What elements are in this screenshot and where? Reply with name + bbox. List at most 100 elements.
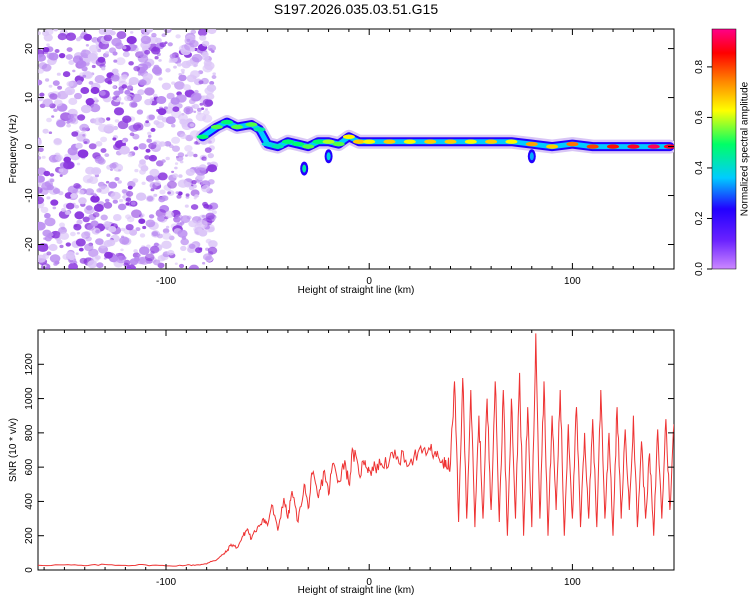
signal-point	[464, 139, 477, 144]
noise-speckle	[151, 46, 161, 55]
noise-speckle	[38, 186, 43, 194]
noise-speckle	[84, 206, 95, 215]
signal-point	[322, 139, 335, 144]
signal-point	[424, 139, 437, 144]
noise-speckle	[162, 228, 170, 234]
noise-speckle	[62, 71, 71, 78]
noise-speckle	[201, 184, 211, 193]
noise-speckle	[38, 196, 45, 205]
noise-speckle	[142, 73, 153, 81]
noise-speckle	[161, 232, 172, 240]
noise-speckle	[184, 145, 193, 152]
noise-speckle	[94, 75, 106, 84]
noise-speckle	[78, 131, 87, 139]
noise-speckle	[143, 32, 148, 36]
noise-speckle	[109, 163, 117, 169]
noise-speckle	[43, 170, 51, 177]
noise-speckle	[146, 138, 152, 143]
noise-speckle	[128, 61, 134, 66]
noise-speckle	[88, 143, 97, 150]
noise-speckle	[148, 214, 155, 219]
noise-speckle	[195, 112, 207, 122]
noise-speckle	[98, 29, 107, 35]
noise-speckle	[139, 233, 146, 238]
noise-speckle	[116, 255, 126, 264]
noise-speckle	[186, 38, 191, 43]
colorbar-tick-label: 0.4	[694, 161, 705, 175]
noise-speckle	[93, 117, 104, 126]
noise-speckle	[181, 71, 185, 74]
noise-speckle	[51, 230, 61, 239]
noise-speckle	[205, 108, 208, 111]
noise-speckle	[68, 97, 78, 105]
noise-speckle	[185, 193, 190, 197]
noise-speckle	[74, 92, 82, 100]
noise-speckle	[82, 74, 87, 78]
noise-speckle	[176, 62, 182, 67]
y-tick-label: 800	[24, 424, 35, 441]
noise-speckle	[68, 60, 75, 65]
signal-point	[363, 139, 376, 144]
noise-speckle	[153, 120, 160, 126]
noise-speckle	[164, 141, 172, 147]
snr-x-label: Height of straight line (km)	[298, 585, 415, 596]
noise-speckle	[110, 74, 120, 82]
noise-speckle	[118, 145, 130, 155]
noise-speckle	[191, 105, 196, 109]
noise-speckle	[127, 216, 135, 223]
noise-speckle	[175, 94, 187, 103]
noise-speckle	[147, 134, 152, 138]
noise-speckle	[74, 211, 85, 220]
noise-speckle	[46, 251, 52, 256]
noise-speckle	[202, 261, 206, 265]
noise-speckle	[156, 96, 167, 104]
signal-point	[210, 124, 223, 130]
noise-speckle	[165, 225, 170, 229]
noise-speckle	[120, 248, 124, 252]
noise-speckle	[131, 209, 142, 218]
noise-speckle	[72, 55, 83, 64]
noise-speckle	[90, 192, 94, 196]
noise-speckle	[95, 229, 100, 234]
noise-speckle	[165, 68, 171, 73]
signal-point	[292, 141, 305, 147]
noise-speckle	[155, 209, 167, 218]
noise-speckle	[204, 87, 214, 95]
noise-speckle	[145, 175, 155, 182]
colorbar: 0.0 0.2 0.4 0.6 0.8 Normalized spectral ampl…	[694, 28, 750, 276]
noise-speckle	[112, 85, 117, 89]
noise-speckle	[59, 174, 63, 177]
noise-speckle	[172, 106, 180, 112]
noise-speckle	[78, 197, 87, 205]
noise-speckle	[122, 115, 132, 124]
noise-speckle	[97, 56, 106, 63]
noise-speckle	[153, 69, 162, 76]
x-tick-label: 100	[564, 577, 581, 588]
noise-speckle	[44, 235, 52, 242]
noise-speckle	[139, 79, 147, 86]
noise-speckle	[189, 123, 195, 127]
noise-speckle	[70, 231, 76, 237]
noise-speckle	[196, 107, 202, 112]
signal-point	[485, 139, 498, 144]
noise-speckle	[177, 229, 188, 238]
noise-speckle	[207, 29, 217, 35]
noise-speckle	[148, 154, 157, 162]
noise-speckle	[42, 229, 52, 237]
noise-speckle	[58, 168, 64, 173]
noise-speckle	[40, 206, 49, 214]
noise-speckle	[133, 65, 141, 72]
noise-speckle	[126, 85, 134, 91]
noise-speckle	[84, 243, 94, 252]
noise-speckle	[103, 240, 113, 247]
noise-speckle	[144, 155, 150, 160]
noise-speckle	[137, 89, 145, 96]
noise-speckle	[38, 152, 41, 156]
noise-speckle	[126, 264, 137, 269]
noise-speckle	[203, 158, 207, 161]
noise-speckle	[124, 95, 131, 102]
noise-speckle	[145, 219, 156, 228]
